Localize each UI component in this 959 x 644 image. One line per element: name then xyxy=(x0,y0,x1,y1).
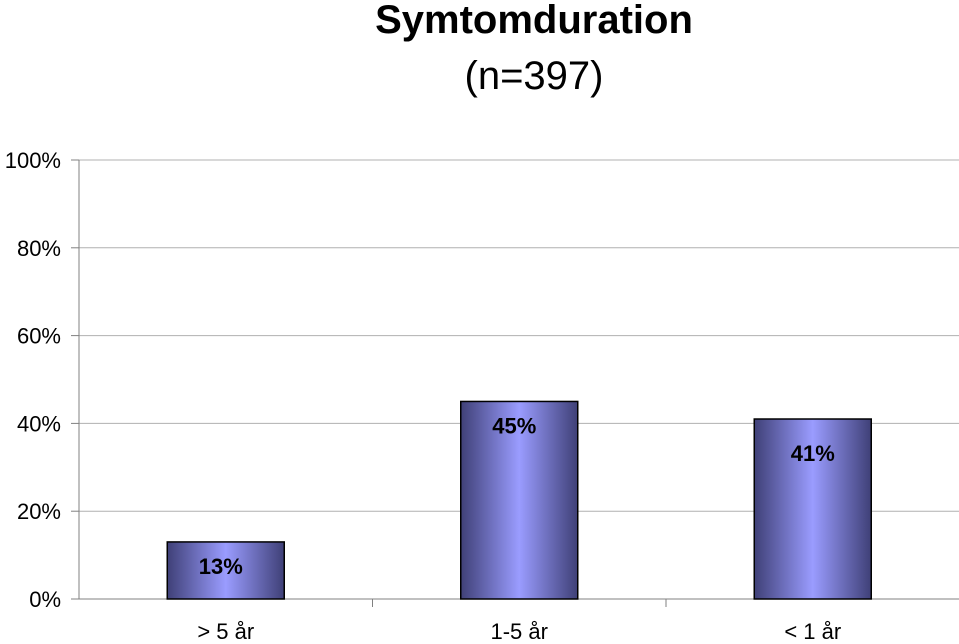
chart-subtitle: (n=397) xyxy=(464,54,604,98)
bars xyxy=(166,400,872,600)
y-tick-label: 80% xyxy=(17,236,61,261)
data-label: 45% xyxy=(492,413,536,438)
y-tick-label: 40% xyxy=(17,411,61,436)
labels: 0% 20% 40% 60% 80% 100% 13% > 5 år 45% 1-5 år 41% <… xyxy=(5,148,841,644)
category-label: < 1 år xyxy=(784,619,841,644)
bar xyxy=(753,418,872,600)
category-label: > 5 år xyxy=(197,619,254,644)
data-label: 13% xyxy=(199,554,243,579)
y-tick-label: 60% xyxy=(17,324,61,349)
bar xyxy=(460,400,579,600)
chart-title: Symtomduration xyxy=(375,0,693,42)
category-label: 1-5 år xyxy=(491,619,548,644)
y-tick-label: 0% xyxy=(29,587,61,612)
y-tick-label: 100% xyxy=(5,148,61,173)
bar xyxy=(166,541,285,600)
y-tick-label: 20% xyxy=(17,499,61,524)
data-label: 41% xyxy=(791,441,835,466)
